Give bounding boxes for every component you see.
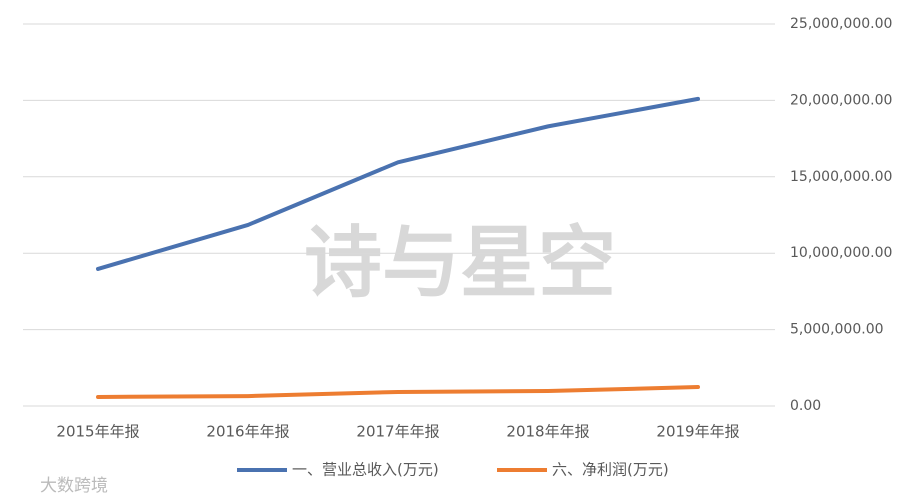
x-tick-label: 2017年年报 <box>356 423 439 441</box>
watermark: 诗与星空 <box>304 218 616 308</box>
logo: 大数跨境 <box>40 476 108 496</box>
y-tick-label: 5,000,000.00 <box>790 322 884 338</box>
y-tick-label: 15,000,000.00 <box>790 169 892 185</box>
y-tick-label: 25,000,000.00 <box>790 16 892 32</box>
x-tick-label: 2019年年报 <box>656 423 739 441</box>
legend-label: 一、营业总收入(万元) <box>292 461 439 479</box>
series-line <box>96 96 700 271</box>
x-tick-label: 2015年年报 <box>56 423 139 441</box>
y-tick-label: 10,000,000.00 <box>790 245 892 261</box>
y-tick-label: 20,000,000.00 <box>790 92 892 108</box>
y-tick-label: 0.00 <box>790 398 821 414</box>
x-tick-label: 2016年年报 <box>206 423 289 441</box>
legend-label: 六、净利润(万元) <box>552 461 669 479</box>
x-tick-label: 2018年年报 <box>506 423 589 441</box>
series-line <box>96 385 700 399</box>
